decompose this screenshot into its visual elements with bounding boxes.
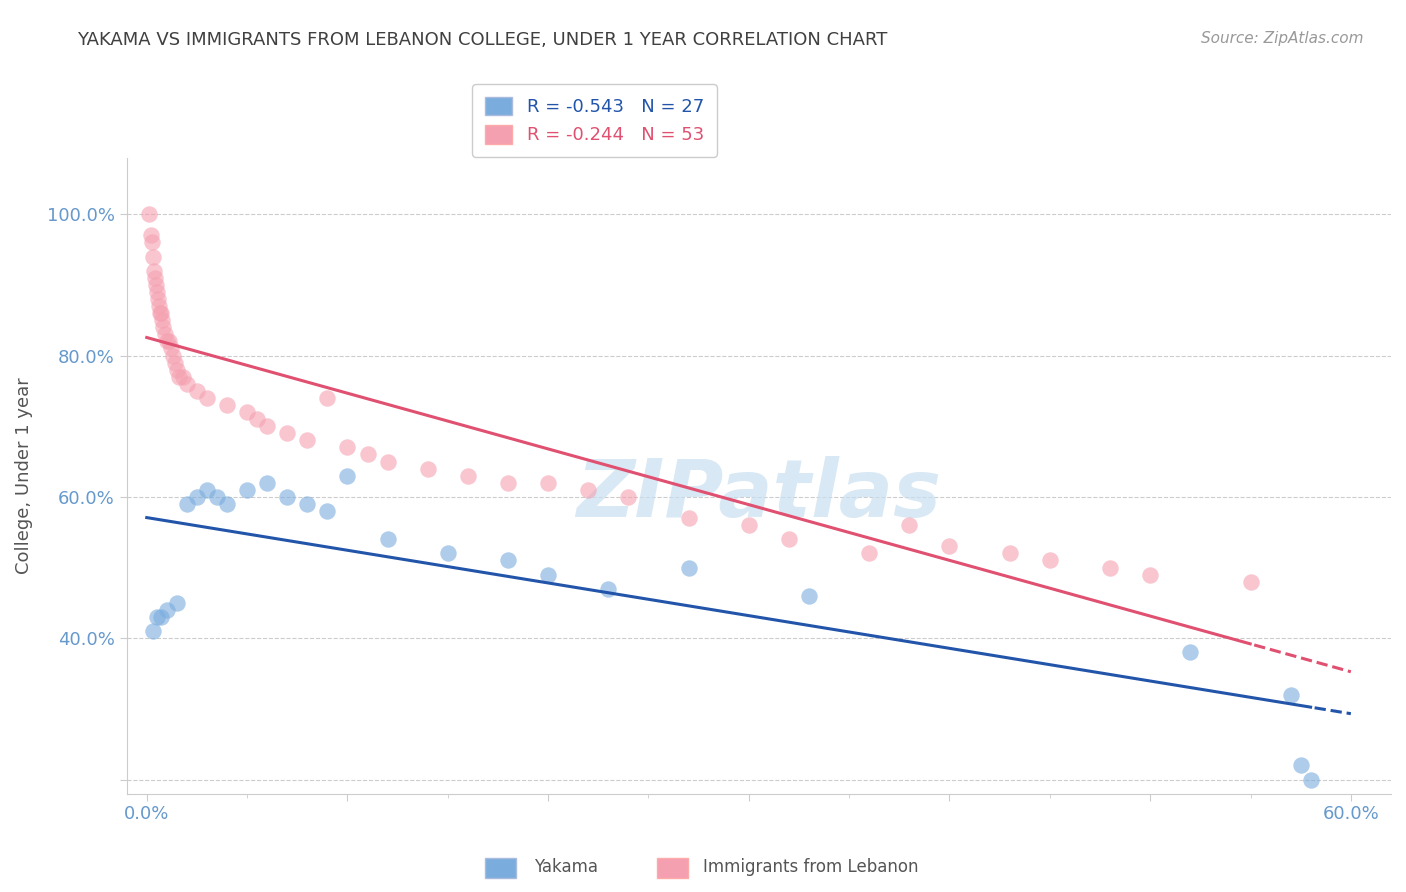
Point	[276, 490, 298, 504]
Point	[152, 320, 174, 334]
Text: YAKAMA VS IMMIGRANTS FROM LEBANON COLLEGE, UNDER 1 YEAR CORRELATION CHART: YAKAMA VS IMMIGRANTS FROM LEBANON COLLEG…	[77, 31, 887, 49]
Point	[162, 349, 184, 363]
Y-axis label: College, Under 1 year: College, Under 1 year	[15, 377, 32, 574]
Point	[356, 448, 378, 462]
Point	[139, 228, 162, 243]
Point	[1180, 645, 1202, 659]
Point	[1299, 772, 1322, 787]
Point	[143, 270, 166, 285]
Text: Yakama: Yakama	[534, 858, 599, 876]
Point	[416, 461, 439, 475]
Text: ZIPatlas: ZIPatlas	[576, 456, 942, 533]
Point	[167, 369, 190, 384]
Point	[141, 235, 163, 250]
Point	[246, 412, 269, 426]
Point	[157, 334, 180, 349]
Point	[166, 362, 188, 376]
Point	[156, 603, 179, 617]
Point	[146, 292, 169, 306]
Point	[176, 497, 198, 511]
Point	[1139, 567, 1161, 582]
Point	[256, 475, 278, 490]
Point	[153, 327, 176, 342]
Point	[215, 497, 238, 511]
Point	[537, 567, 560, 582]
Point	[316, 391, 339, 405]
Point	[166, 596, 188, 610]
Point	[150, 313, 173, 327]
Point	[236, 405, 259, 419]
Point	[149, 306, 172, 320]
Point	[145, 277, 167, 292]
Point	[205, 490, 228, 504]
Point	[176, 376, 198, 391]
Point	[678, 560, 700, 574]
Point	[156, 334, 179, 349]
Point	[858, 546, 880, 560]
Point	[797, 589, 820, 603]
Point	[1289, 758, 1312, 772]
Point	[537, 475, 560, 490]
Point	[678, 511, 700, 525]
Text: Immigrants from Lebanon: Immigrants from Lebanon	[703, 858, 918, 876]
Point	[149, 610, 172, 624]
Point	[377, 533, 399, 547]
Point	[496, 553, 519, 567]
Point	[316, 504, 339, 518]
Point	[297, 497, 319, 511]
Point	[496, 475, 519, 490]
Point	[1239, 574, 1261, 589]
Point	[172, 369, 194, 384]
Point	[146, 285, 169, 299]
Point	[576, 483, 599, 497]
Point	[186, 490, 208, 504]
Point	[1039, 553, 1062, 567]
Point	[276, 426, 298, 441]
Point	[138, 207, 160, 221]
Point	[336, 468, 359, 483]
Point	[215, 398, 238, 412]
Point	[146, 610, 169, 624]
Point	[149, 306, 172, 320]
Text: Source: ZipAtlas.com: Source: ZipAtlas.com	[1201, 31, 1364, 46]
Point	[778, 533, 800, 547]
Point	[195, 483, 218, 497]
Point	[142, 624, 165, 639]
Point	[186, 384, 208, 398]
Point	[738, 518, 761, 533]
Point	[148, 299, 170, 313]
Point	[160, 342, 183, 356]
Point	[142, 250, 165, 264]
Point	[163, 356, 186, 370]
Point	[598, 582, 620, 596]
Point	[195, 391, 218, 405]
Point	[236, 483, 259, 497]
Point	[617, 490, 640, 504]
Point	[377, 454, 399, 468]
Point	[256, 419, 278, 434]
Point	[998, 546, 1021, 560]
Point	[436, 546, 458, 560]
Point	[336, 441, 359, 455]
Point	[898, 518, 921, 533]
Point	[938, 540, 960, 554]
Legend: R = -0.543   N = 27, R = -0.244   N = 53: R = -0.543 N = 27, R = -0.244 N = 53	[472, 84, 717, 157]
Point	[1279, 688, 1302, 702]
Point	[457, 468, 479, 483]
Point	[142, 264, 165, 278]
Point	[297, 434, 319, 448]
Point	[1099, 560, 1122, 574]
